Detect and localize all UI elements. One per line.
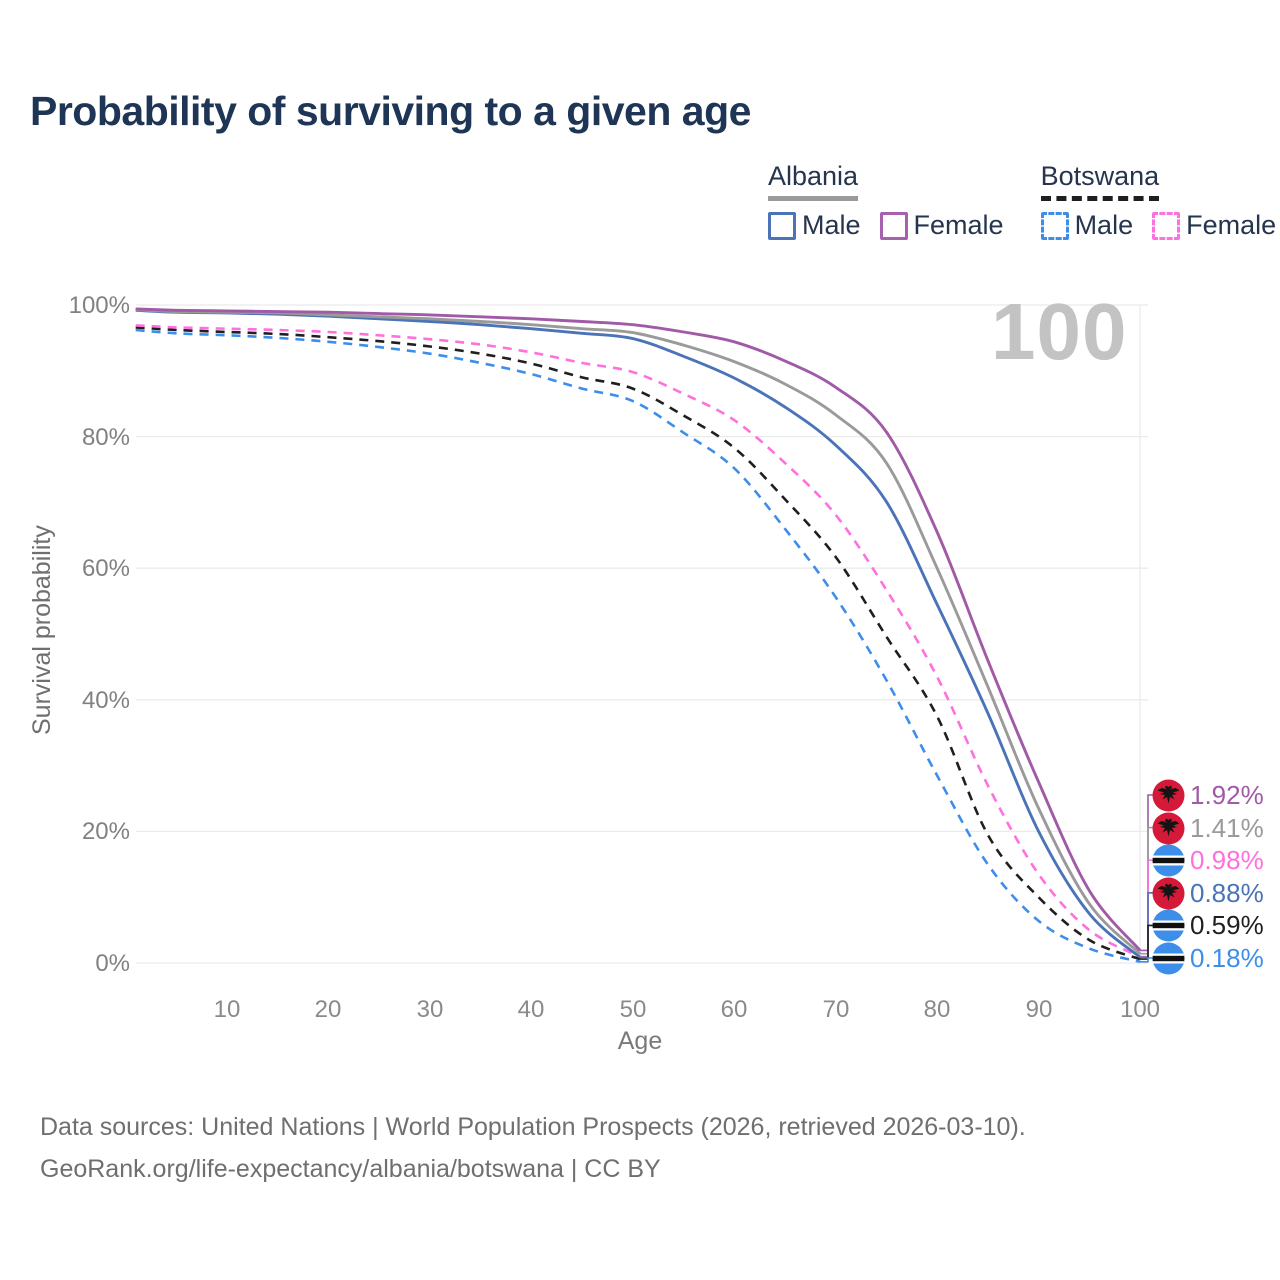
series-line-albania-female <box>135 307 1142 952</box>
albania-flag-icon <box>1152 779 1185 811</box>
page-title: Probability of surviving to a given age <box>30 88 751 134</box>
end-label-albania-female: 1.92% <box>1152 778 1264 812</box>
end-label-value: 0.88% <box>1190 877 1264 908</box>
footer-data-sources: Data sources: United Nations | World Pop… <box>40 1113 1026 1141</box>
end-label-botswana-both-sexes: 0.59% <box>1152 908 1264 942</box>
legend-checkbox-icon[interactable] <box>1152 211 1181 240</box>
y-tick-label: 80% <box>81 424 130 451</box>
legend: Albania Male Female Botswana Male Female <box>768 161 1276 241</box>
x-tick-label: 50 <box>619 996 647 1023</box>
series-line-botswana-female <box>135 324 1141 958</box>
albania-flag-icon <box>1152 812 1185 844</box>
legend-item-botswana-male[interactable]: Male <box>1040 210 1134 241</box>
x-tick-label: 80 <box>923 996 951 1023</box>
end-label-botswana-female: 0.98% <box>1152 843 1264 877</box>
legend-checkbox-icon[interactable] <box>879 211 908 240</box>
legend-item-label: Male <box>1074 210 1134 240</box>
end-label-botswana-male: 0.18% <box>1152 941 1264 975</box>
legend-checkbox-icon[interactable] <box>1040 211 1069 240</box>
albania-flag-icon <box>1152 877 1185 909</box>
legend-item-label: Male <box>802 210 861 240</box>
footer: Data sources: United Nations | World Pop… <box>40 1106 1026 1190</box>
series-line-albania-male <box>135 308 1141 959</box>
current-age-watermark: 100 <box>991 287 1128 376</box>
y-tick-label: 40% <box>81 687 130 714</box>
survival-probability-chart <box>135 304 1154 964</box>
legend-item-albania-male[interactable]: Male <box>768 210 861 241</box>
x-tick-label: 60 <box>720 996 748 1023</box>
y-axis-title: Survival probability <box>28 525 56 735</box>
end-label-value: 0.59% <box>1190 909 1264 940</box>
leader-line <box>1140 957 1154 963</box>
botswana-flag-icon <box>1152 909 1185 941</box>
series-line-botswana-both-sexes <box>135 326 1141 961</box>
legend-checkbox-icon[interactable] <box>768 211 796 240</box>
x-tick-label: 30 <box>416 996 444 1023</box>
series-line-botswana-male <box>135 328 1141 964</box>
x-tick-label: 90 <box>1025 996 1053 1023</box>
legend-country-botswana: Botswana <box>1040 161 1160 201</box>
legend-item-albania-female[interactable]: Female <box>879 210 1004 241</box>
y-tick-label: 20% <box>81 818 130 845</box>
x-tick-label: 70 <box>822 996 850 1023</box>
x-axis-title: Age <box>617 1027 663 1055</box>
y-tick-label: 0% <box>95 950 130 977</box>
series-line-albania-both-sexes <box>135 308 1142 955</box>
footer-attribution: GeoRank.org/life-expectancy/albania/bots… <box>40 1155 661 1183</box>
end-label-value: 0.18% <box>1190 942 1264 973</box>
x-tick-label: 40 <box>517 996 545 1023</box>
end-label-albania-both-sexes: 1.41% <box>1152 811 1264 845</box>
x-tick-label: 20 <box>314 996 342 1023</box>
end-label-value: 1.92% <box>1190 779 1264 810</box>
end-label-value: 0.98% <box>1190 844 1264 875</box>
legend-item-label: Female <box>1186 210 1277 240</box>
end-label-albania-male: 0.88% <box>1152 876 1264 910</box>
legend-item-label: Female <box>913 210 1004 240</box>
x-tick-label: 10 <box>213 996 241 1023</box>
legend-item-botswana-female[interactable]: Female <box>1152 210 1276 241</box>
legend-group-albania: Albania Male Female <box>768 161 1004 241</box>
y-tick-label: 100% <box>68 292 130 319</box>
legend-country-albania: Albania <box>768 161 859 201</box>
y-tick-label: 60% <box>81 555 130 582</box>
botswana-flag-icon <box>1152 942 1185 974</box>
botswana-flag-icon <box>1152 844 1185 876</box>
x-tick-label: 100 <box>1119 996 1161 1023</box>
leader-line <box>1140 924 1154 960</box>
end-label-value: 1.41% <box>1190 812 1264 843</box>
legend-group-botswana: Botswana Male Female <box>1040 161 1276 241</box>
